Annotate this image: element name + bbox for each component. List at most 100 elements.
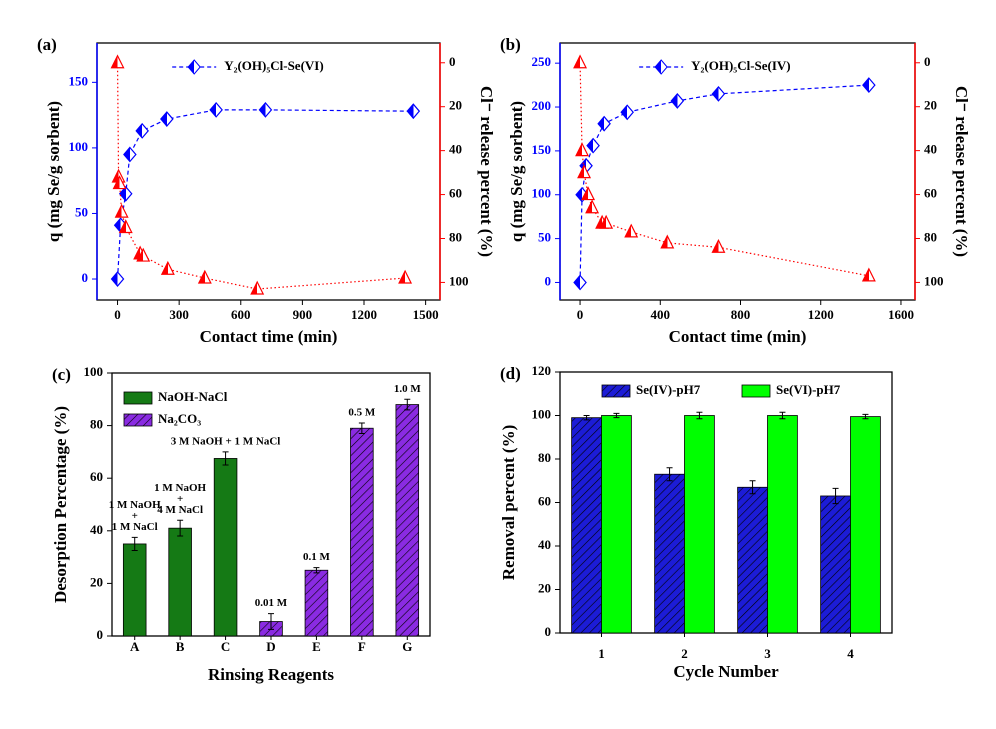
bar <box>601 415 632 634</box>
y-tick-label: 150 <box>532 142 552 157</box>
y2-tick-label: 20 <box>924 98 937 113</box>
y2-tick-label: 80 <box>924 229 937 244</box>
marker <box>620 104 634 121</box>
marker <box>118 219 133 234</box>
x-tick-label: 3 <box>764 646 771 661</box>
y-tick-label: 40 <box>90 522 103 537</box>
y-tick-label: 60 <box>90 469 103 484</box>
error-bar <box>131 536 138 552</box>
y-tick-label: 60 <box>538 493 551 508</box>
bar-annotation: 3 M NaOH + 1 M NaCl <box>171 435 281 447</box>
error-bar <box>358 422 365 434</box>
x-tick-label: 400 <box>651 307 671 322</box>
x-tick-label: F <box>358 639 366 654</box>
bar-annotation: 0.01 M <box>255 597 288 609</box>
bar <box>304 569 329 637</box>
x-tick-label: A <box>130 639 140 654</box>
y-tick-label: 120 <box>532 363 552 378</box>
series-line <box>116 62 406 290</box>
marker <box>577 164 592 179</box>
y2-axis-label: Cl⁻ release percent (%) <box>952 86 971 257</box>
error-bar <box>583 415 590 421</box>
y-axis-label: q (mg Se/g sorbent) <box>507 101 526 242</box>
y-tick-label: 50 <box>538 230 551 245</box>
y-tick-label: 80 <box>538 450 551 465</box>
y-axis-label: Removal percent (%) <box>499 425 518 580</box>
error-bar <box>268 613 274 630</box>
y-tick-label: 20 <box>90 574 103 589</box>
panel-label: (c) <box>52 365 71 384</box>
y-tick-label: 0 <box>82 270 89 285</box>
bar <box>850 416 881 634</box>
y-tick-label: 150 <box>69 73 89 88</box>
y-axis-label: q (mg Se/g sorbent) <box>44 101 63 242</box>
bar <box>571 417 602 634</box>
x-tick-label: B <box>176 639 185 654</box>
marker <box>250 280 265 295</box>
bar <box>737 486 768 634</box>
error-bar <box>404 398 411 411</box>
x-tick-label: G <box>402 639 412 654</box>
y2-tick-label: 100 <box>449 273 469 288</box>
bar-annotation: 1 M NaOH <box>154 482 206 494</box>
y2-tick-label: 100 <box>924 273 944 288</box>
bar-annotation: 4 M NaCl <box>157 504 203 516</box>
x-tick-label: 800 <box>731 307 751 322</box>
bar-annotation: 1.0 M <box>394 383 422 395</box>
marker <box>160 260 175 275</box>
y-tick-label: 200 <box>532 98 552 113</box>
panel-label: (b) <box>500 35 521 54</box>
marker <box>136 247 151 262</box>
bar <box>820 495 851 634</box>
error-bar <box>696 411 703 420</box>
marker <box>114 203 129 218</box>
marker <box>861 267 876 282</box>
legend-label: NaOH-NaCl <box>158 389 228 404</box>
x-tick-label: 300 <box>169 307 189 322</box>
y2-tick-label: 80 <box>449 229 462 244</box>
marker <box>258 101 273 118</box>
y-tick-label: 40 <box>538 537 551 552</box>
marker <box>573 274 587 291</box>
bar-annotation: 0.1 M <box>303 551 331 563</box>
x-tick-label: C <box>221 639 230 654</box>
y-tick-label: 80 <box>90 417 103 432</box>
bar <box>168 527 192 637</box>
bar-annotation: 1 M NaCl <box>112 521 158 533</box>
marker <box>398 269 413 284</box>
x-tick-label: E <box>312 639 321 654</box>
bar-annotation: 1 M NaOH <box>109 499 161 511</box>
marker <box>624 223 639 238</box>
x-axis-label: Contact time (min) <box>669 327 807 346</box>
marker <box>112 175 127 190</box>
y2-tick-label: 0 <box>924 54 931 69</box>
marker <box>711 85 726 102</box>
y-axis-label: Desorption Percentage (%) <box>51 406 70 603</box>
legend-label: Y₂(OH)₅Cl-Se(VI) <box>224 58 324 73</box>
y-tick-label: 100 <box>69 139 89 154</box>
error-bar <box>666 467 673 482</box>
marker <box>862 77 876 94</box>
marker <box>711 238 726 253</box>
x-tick-label: 600 <box>231 307 251 322</box>
y-tick-label: 20 <box>538 580 551 595</box>
bar <box>654 473 685 634</box>
bar <box>213 458 238 637</box>
x-axis-label: Contact time (min) <box>200 327 338 346</box>
x-tick-label: 0 <box>577 307 584 322</box>
legend-label: Na₂CO₃ <box>158 411 201 426</box>
bar-annotation: 0.5 M <box>348 407 376 419</box>
x-tick-label: 900 <box>293 307 313 322</box>
y2-tick-label: 60 <box>924 186 937 201</box>
error-bar <box>177 519 184 537</box>
bar-annotation: + <box>177 493 183 505</box>
y-tick-label: 0 <box>545 624 552 639</box>
marker <box>406 103 421 120</box>
legend-swatch <box>123 391 153 405</box>
marker <box>209 101 223 118</box>
y-tick-label: 50 <box>75 204 88 219</box>
plot-frame <box>559 42 916 301</box>
y2-axis-label: Cl⁻ release percent (%) <box>477 86 496 257</box>
marker <box>135 122 149 139</box>
